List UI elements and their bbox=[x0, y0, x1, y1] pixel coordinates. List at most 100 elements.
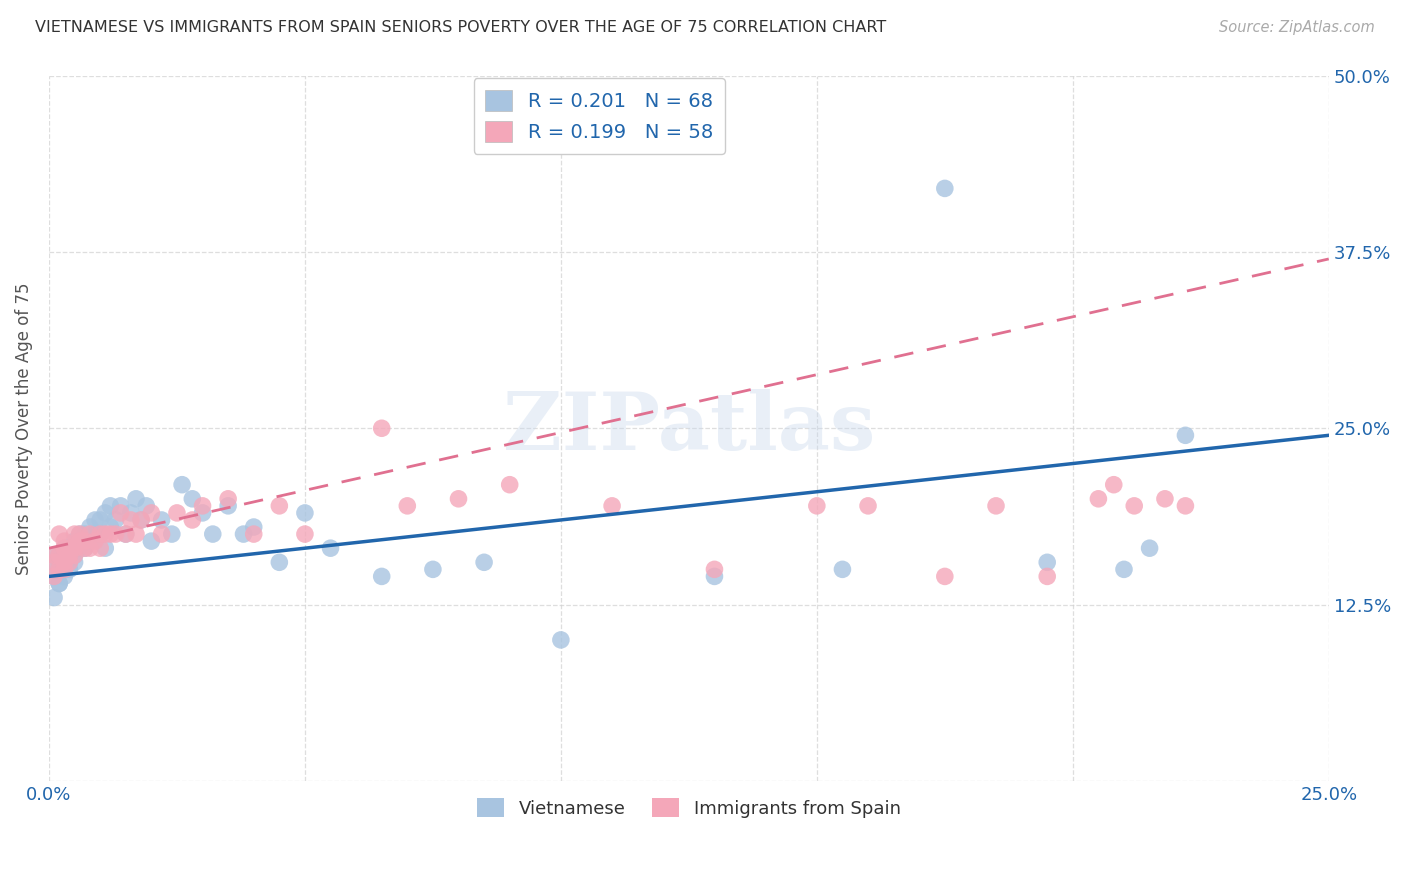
Point bbox=[141, 534, 163, 549]
Point bbox=[1087, 491, 1109, 506]
Point bbox=[79, 534, 101, 549]
Point bbox=[53, 548, 76, 562]
Point bbox=[63, 534, 86, 549]
Point bbox=[89, 527, 111, 541]
Point bbox=[600, 499, 623, 513]
Point bbox=[42, 555, 65, 569]
Point bbox=[150, 527, 173, 541]
Point bbox=[129, 513, 152, 527]
Point bbox=[69, 534, 91, 549]
Point bbox=[73, 541, 96, 556]
Point bbox=[831, 562, 853, 576]
Point bbox=[42, 591, 65, 605]
Point bbox=[201, 527, 224, 541]
Point bbox=[120, 506, 142, 520]
Point bbox=[1036, 555, 1059, 569]
Point bbox=[58, 555, 80, 569]
Point bbox=[48, 527, 70, 541]
Point bbox=[294, 506, 316, 520]
Point bbox=[150, 513, 173, 527]
Point bbox=[1139, 541, 1161, 556]
Legend: Vietnamese, Immigrants from Spain: Vietnamese, Immigrants from Spain bbox=[470, 790, 908, 825]
Y-axis label: Seniors Poverty Over the Age of 75: Seniors Poverty Over the Age of 75 bbox=[15, 282, 32, 574]
Point bbox=[69, 527, 91, 541]
Point bbox=[129, 513, 152, 527]
Point bbox=[166, 506, 188, 520]
Point bbox=[84, 527, 107, 541]
Point bbox=[104, 513, 127, 527]
Point bbox=[42, 548, 65, 562]
Point bbox=[79, 527, 101, 541]
Point bbox=[48, 548, 70, 562]
Point bbox=[89, 513, 111, 527]
Point bbox=[48, 562, 70, 576]
Point bbox=[1123, 499, 1146, 513]
Point bbox=[191, 499, 214, 513]
Point bbox=[63, 541, 86, 556]
Point bbox=[1154, 491, 1177, 506]
Point bbox=[114, 527, 136, 541]
Point bbox=[703, 562, 725, 576]
Point bbox=[79, 541, 101, 556]
Point bbox=[69, 541, 91, 556]
Point bbox=[934, 181, 956, 195]
Point bbox=[319, 541, 342, 556]
Point bbox=[58, 541, 80, 556]
Point bbox=[370, 421, 392, 435]
Point bbox=[294, 527, 316, 541]
Point bbox=[58, 548, 80, 562]
Point bbox=[1112, 562, 1135, 576]
Point bbox=[110, 499, 132, 513]
Point bbox=[53, 562, 76, 576]
Point bbox=[447, 491, 470, 506]
Point bbox=[53, 555, 76, 569]
Point bbox=[63, 555, 86, 569]
Point bbox=[100, 527, 122, 541]
Point bbox=[141, 506, 163, 520]
Point bbox=[94, 527, 117, 541]
Point bbox=[125, 527, 148, 541]
Point bbox=[422, 562, 444, 576]
Point bbox=[58, 562, 80, 576]
Text: VIETNAMESE VS IMMIGRANTS FROM SPAIN SENIORS POVERTY OVER THE AGE OF 75 CORRELATI: VIETNAMESE VS IMMIGRANTS FROM SPAIN SENI… bbox=[35, 20, 886, 35]
Point bbox=[89, 527, 111, 541]
Point bbox=[53, 534, 76, 549]
Point bbox=[48, 576, 70, 591]
Point bbox=[269, 555, 291, 569]
Point bbox=[94, 506, 117, 520]
Point bbox=[114, 527, 136, 541]
Point bbox=[94, 541, 117, 556]
Point bbox=[42, 548, 65, 562]
Point bbox=[217, 499, 239, 513]
Point bbox=[984, 499, 1007, 513]
Point bbox=[53, 569, 76, 583]
Point bbox=[242, 520, 264, 534]
Point bbox=[1174, 428, 1197, 442]
Point bbox=[160, 527, 183, 541]
Point bbox=[63, 527, 86, 541]
Point bbox=[110, 506, 132, 520]
Point bbox=[1102, 477, 1125, 491]
Point bbox=[53, 541, 76, 556]
Point bbox=[550, 632, 572, 647]
Point bbox=[42, 569, 65, 583]
Point bbox=[58, 548, 80, 562]
Point bbox=[806, 499, 828, 513]
Point bbox=[120, 513, 142, 527]
Point bbox=[1036, 569, 1059, 583]
Point bbox=[934, 569, 956, 583]
Point bbox=[100, 499, 122, 513]
Point bbox=[63, 548, 86, 562]
Point bbox=[42, 569, 65, 583]
Point bbox=[232, 527, 254, 541]
Point bbox=[58, 555, 80, 569]
Point bbox=[856, 499, 879, 513]
Point bbox=[53, 562, 76, 576]
Point bbox=[1174, 499, 1197, 513]
Point bbox=[73, 541, 96, 556]
Point bbox=[69, 534, 91, 549]
Point bbox=[84, 534, 107, 549]
Text: Source: ZipAtlas.com: Source: ZipAtlas.com bbox=[1219, 20, 1375, 35]
Point bbox=[125, 491, 148, 506]
Point bbox=[242, 527, 264, 541]
